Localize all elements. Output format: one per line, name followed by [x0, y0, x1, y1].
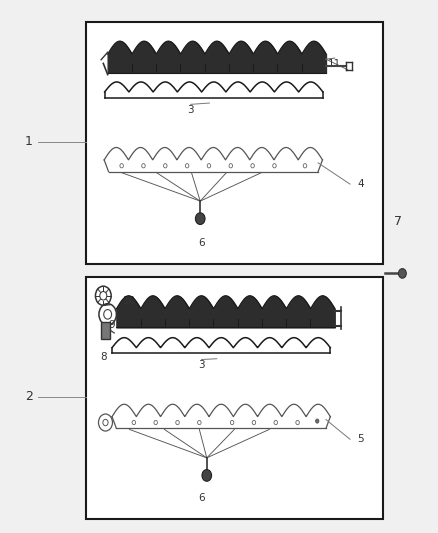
Circle shape: [399, 269, 406, 278]
Text: 3: 3: [198, 360, 205, 370]
Bar: [86, 22, 383, 264]
Text: 6: 6: [198, 238, 205, 247]
Text: 3: 3: [187, 104, 194, 115]
Bar: [86, 277, 383, 519]
Bar: [101, 321, 110, 338]
Text: 2: 2: [25, 390, 33, 403]
Text: 6: 6: [198, 492, 205, 503]
Text: 11: 11: [328, 60, 341, 69]
Text: 9: 9: [109, 320, 115, 330]
Text: 1: 1: [25, 135, 33, 148]
Text: 5: 5: [357, 434, 364, 445]
Text: 4: 4: [357, 179, 364, 189]
Circle shape: [195, 213, 205, 224]
Text: 8: 8: [100, 352, 106, 362]
Text: 7: 7: [394, 215, 402, 228]
Circle shape: [315, 419, 319, 423]
Circle shape: [202, 470, 212, 481]
Text: 10: 10: [123, 296, 136, 306]
